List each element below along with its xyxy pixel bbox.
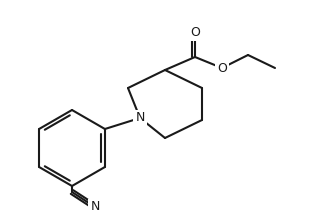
Text: O: O xyxy=(190,27,200,39)
Text: N: N xyxy=(90,201,100,213)
Text: O: O xyxy=(217,61,227,75)
Text: N: N xyxy=(135,111,145,124)
